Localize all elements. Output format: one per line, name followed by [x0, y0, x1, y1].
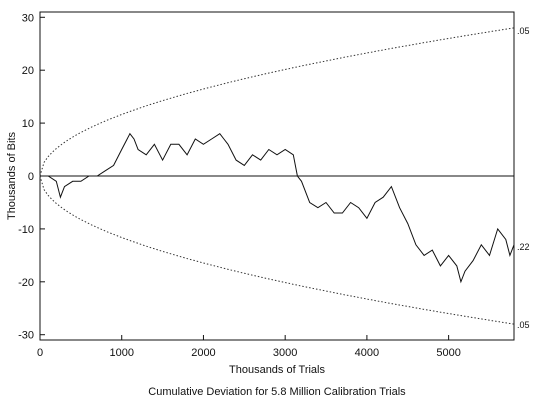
x-axis: 0 1000 2000 3000 4000 5000 — [37, 335, 461, 359]
x-tick-label: 4000 — [355, 347, 379, 359]
y-tick-label: 20 — [22, 65, 34, 77]
y-axis-title: Thousands of Bits — [6, 131, 18, 220]
lower-significance-envelope — [39, 175, 515, 325]
upper-envelope-label: .05 — [517, 26, 530, 36]
y-axis: -30 -20 -10 0 10 20 30 — [18, 12, 45, 342]
x-tick-label: 3000 — [273, 347, 297, 359]
y-tick-label: 30 — [22, 12, 34, 24]
chart-caption: Cumulative Deviation for 5.8 Million Cal… — [148, 386, 406, 398]
x-axis-title: Thousands of Trials — [229, 364, 325, 376]
x-tick-label: 2000 — [191, 347, 215, 359]
series-end-label: .22 — [517, 242, 530, 252]
lower-envelope-label: .05 — [517, 320, 530, 330]
x-tick-label: 1000 — [109, 347, 133, 359]
x-tick-label: 5000 — [436, 347, 460, 359]
cumulative-deviation-series — [40, 132, 515, 284]
y-tick-label: 0 — [28, 171, 34, 183]
y-tick-label: -20 — [18, 277, 34, 289]
upper-significance-envelope — [39, 27, 515, 177]
y-tick-label: -30 — [18, 330, 34, 342]
y-tick-label: -10 — [18, 224, 34, 236]
y-tick-label: 10 — [22, 118, 34, 130]
x-tick-label: 0 — [37, 347, 43, 359]
